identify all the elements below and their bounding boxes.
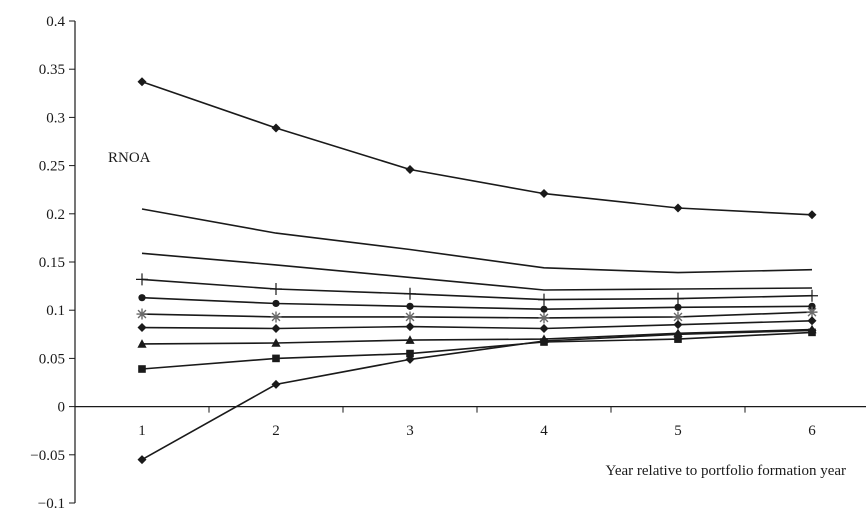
- series-line: [141, 320, 813, 330]
- series-line: [141, 252, 813, 291]
- series-line: [141, 278, 813, 301]
- series-line: [141, 311, 813, 319]
- x-tick-label: 6: [808, 423, 816, 439]
- series-6: [136, 306, 818, 324]
- x-axis-label: Year relative to portfolio formation yea…: [606, 463, 846, 479]
- y-tick-label: 0: [58, 400, 66, 416]
- y-tick-label: 0.05: [39, 351, 65, 367]
- series-1: [137, 77, 817, 220]
- series-4: [136, 273, 818, 306]
- data-point: [404, 287, 416, 300]
- series-group: [136, 77, 818, 465]
- y-tick-label: 0.15: [39, 255, 65, 271]
- y-tick-label: 0.35: [39, 62, 65, 78]
- data-point: [271, 324, 281, 334]
- data-point: [538, 293, 550, 306]
- data-point: [808, 302, 816, 310]
- series-10: [137, 325, 817, 465]
- data-point: [539, 336, 549, 346]
- data-point: [136, 308, 148, 320]
- data-point: [806, 289, 818, 302]
- data-point: [405, 322, 415, 332]
- y-tick-label: 0.1: [46, 303, 65, 319]
- data-point: [271, 379, 281, 389]
- data-point: [406, 349, 414, 358]
- data-point: [405, 354, 415, 364]
- y-tick-labels: 0.4 0.35 0.3 0.25 0.2 0.15 0.1 0.05 0 −0.05 −0.1: [30, 14, 65, 510]
- data-point: [673, 320, 683, 330]
- y-tick-label: 0.3: [46, 110, 65, 126]
- data-point: [806, 306, 818, 318]
- series-line: [141, 80, 813, 216]
- data-point: [673, 329, 683, 339]
- y-tick-label: 0.25: [39, 159, 65, 175]
- data-point: [271, 338, 281, 347]
- series-2: [141, 208, 813, 274]
- series-3: [141, 252, 813, 291]
- y-axis-label: RNOA: [108, 150, 151, 166]
- series-5: [138, 294, 816, 313]
- data-point: [807, 325, 817, 335]
- x-tick-label: 5: [674, 423, 682, 439]
- data-point: [270, 282, 282, 295]
- y-tick-label: 0.4: [46, 14, 65, 30]
- series-line: [141, 329, 813, 461]
- data-point: [539, 324, 549, 334]
- data-point: [270, 311, 282, 323]
- data-point: [137, 323, 147, 333]
- data-point: [405, 335, 415, 344]
- data-point: [272, 299, 280, 308]
- data-point: [672, 311, 684, 323]
- data-point: [137, 77, 147, 87]
- data-point: [136, 273, 148, 286]
- series-line: [141, 331, 813, 370]
- data-point: [137, 455, 147, 465]
- data-point: [404, 311, 416, 323]
- data-point: [672, 292, 684, 305]
- data-point: [271, 123, 281, 133]
- data-point: [674, 303, 682, 311]
- data-point: [272, 354, 280, 363]
- data-point: [138, 294, 146, 302]
- data-point: [673, 203, 683, 213]
- data-point: [406, 302, 414, 310]
- series-line: [141, 296, 813, 311]
- data-point: [539, 189, 549, 199]
- data-point: [807, 316, 817, 326]
- data-point: [674, 335, 682, 343]
- y-tick-label: 0.2: [46, 207, 65, 223]
- data-point: [138, 365, 146, 373]
- data-point: [807, 210, 817, 220]
- series-7: [137, 316, 817, 334]
- series-line: [141, 208, 813, 274]
- chart-axes: [69, 20, 866, 504]
- y-tick-label: −0.1: [38, 496, 65, 510]
- series-line: [141, 328, 813, 345]
- x-tick-labels: 1 2 3 4 5 6: [138, 423, 816, 439]
- x-tick-label: 4: [540, 423, 548, 439]
- x-tick-label: 3: [406, 423, 414, 439]
- y-tick-label: −0.05: [30, 448, 65, 464]
- data-point: [538, 312, 550, 324]
- data-point: [137, 339, 147, 348]
- x-tick-label: 2: [272, 423, 280, 439]
- data-point: [405, 164, 415, 174]
- data-point: [540, 305, 548, 313]
- x-tick-label: 1: [138, 423, 146, 439]
